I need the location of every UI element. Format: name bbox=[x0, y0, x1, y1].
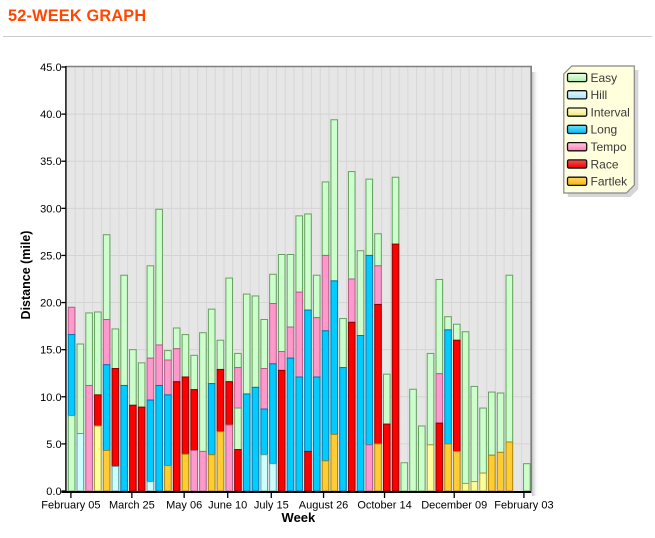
svg-text:Fartlek: Fartlek bbox=[591, 175, 629, 189]
svg-text:15.0: 15.0 bbox=[40, 345, 61, 357]
svg-text:December 09: December 09 bbox=[421, 500, 487, 512]
svg-text:0.0: 0.0 bbox=[46, 486, 61, 498]
svg-text:August 26: August 26 bbox=[299, 500, 349, 512]
svg-text:June 10: June 10 bbox=[208, 500, 247, 512]
svg-text:July 15: July 15 bbox=[254, 500, 289, 512]
svg-text:35.0: 35.0 bbox=[40, 156, 61, 168]
svg-text:45.0: 45.0 bbox=[40, 62, 61, 74]
svg-text:25.0: 25.0 bbox=[40, 250, 61, 262]
svg-text:Easy: Easy bbox=[591, 71, 618, 85]
svg-text:40.0: 40.0 bbox=[40, 109, 61, 121]
svg-text:Hill: Hill bbox=[591, 88, 608, 102]
svg-text:5.0: 5.0 bbox=[46, 439, 61, 451]
svg-text:Week: Week bbox=[282, 510, 316, 525]
svg-text:March 25: March 25 bbox=[109, 500, 155, 512]
svg-text:October 14: October 14 bbox=[357, 500, 411, 512]
svg-text:February 05: February 05 bbox=[41, 500, 100, 512]
svg-text:Race: Race bbox=[591, 157, 619, 171]
svg-text:30.0: 30.0 bbox=[40, 203, 61, 215]
svg-text:20.0: 20.0 bbox=[40, 298, 61, 310]
svg-text:May 06: May 06 bbox=[166, 500, 202, 512]
svg-text:Tempo: Tempo bbox=[591, 140, 627, 154]
svg-text:Distance (mile): Distance (mile) bbox=[19, 231, 33, 320]
svg-text:February 03: February 03 bbox=[494, 500, 553, 512]
svg-text:Interval: Interval bbox=[591, 105, 630, 119]
svg-text:Long: Long bbox=[591, 123, 618, 137]
svg-text:10.0: 10.0 bbox=[40, 392, 61, 404]
